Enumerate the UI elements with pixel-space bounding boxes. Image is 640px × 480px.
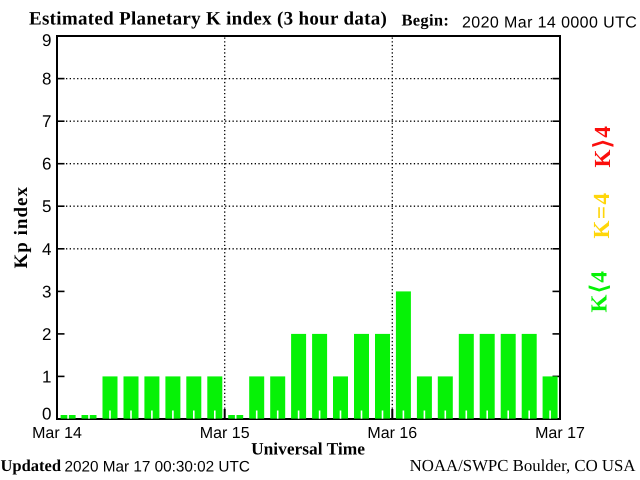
svg-text:2020 Mar 14 0000 UTC: 2020 Mar 14 0000 UTC — [462, 14, 637, 31]
svg-text:K=4: K=4 — [589, 192, 614, 239]
svg-text:5: 5 — [42, 197, 51, 216]
svg-text:7: 7 — [42, 112, 51, 131]
svg-text:9: 9 — [42, 31, 51, 50]
svg-text:Estimated Planetary K index (3: Estimated Planetary K index (3 hour data… — [29, 9, 387, 30]
svg-text:Kp index: Kp index — [11, 186, 32, 268]
svg-text:4: 4 — [42, 240, 51, 259]
svg-text:3: 3 — [42, 282, 51, 301]
svg-text:Mar 17: Mar 17 — [535, 425, 585, 442]
svg-text:K⟨4: K⟨4 — [587, 270, 612, 313]
svg-text:6: 6 — [42, 155, 51, 174]
svg-text:0: 0 — [42, 405, 51, 424]
svg-text:2: 2 — [42, 325, 51, 344]
svg-text:Updated: Updated — [1, 456, 62, 475]
svg-text:K⟩4: K⟩4 — [590, 125, 615, 168]
svg-text:Universal Time: Universal Time — [251, 439, 365, 459]
svg-text:8: 8 — [42, 70, 51, 89]
svg-text:Mar 15: Mar 15 — [200, 425, 250, 442]
svg-text:Mar 16: Mar 16 — [367, 425, 417, 442]
svg-text:NOAA/SWPC Boulder, CO USA: NOAA/SWPC Boulder, CO USA — [410, 456, 636, 475]
svg-text:2020 Mar 17 00:30:02 UTC: 2020 Mar 17 00:30:02 UTC — [65, 459, 250, 476]
svg-text:Mar 14: Mar 14 — [32, 425, 82, 442]
svg-text:Begin:: Begin: — [402, 11, 450, 30]
svg-text:1: 1 — [42, 367, 51, 386]
